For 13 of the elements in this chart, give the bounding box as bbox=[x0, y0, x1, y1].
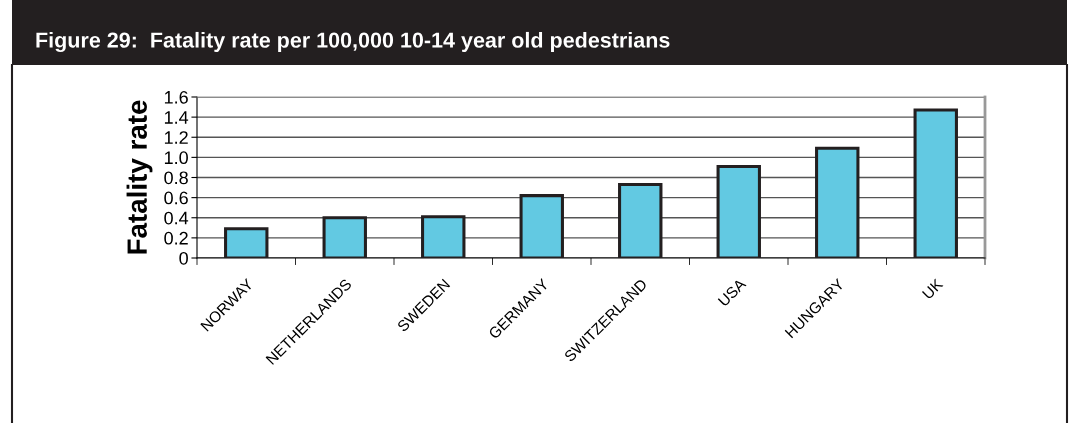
y-tick-label: 0.6 bbox=[164, 191, 188, 205]
y-tick-label: 0.2 bbox=[164, 231, 188, 245]
y-tick-label: 0.4 bbox=[164, 211, 189, 225]
y-axis-title: Fatality rate bbox=[126, 100, 153, 254]
y-tick-label: 1.0 bbox=[164, 151, 188, 165]
y-tick-label: 0.8 bbox=[164, 171, 188, 185]
y-tick-label: 1.6 bbox=[164, 90, 188, 104]
x-tick-label: USA bbox=[717, 277, 747, 307]
x-tick-label: UK bbox=[921, 277, 944, 300]
y-tick-label: 1.4 bbox=[164, 111, 189, 124]
chart-title: Figure 29: Fatality rate per 100,000 10-14 year old pedestrians bbox=[36, 31, 670, 53]
y-tick-label: 0 bbox=[179, 251, 188, 265]
y-tick-label: 1.2 bbox=[164, 131, 188, 144]
